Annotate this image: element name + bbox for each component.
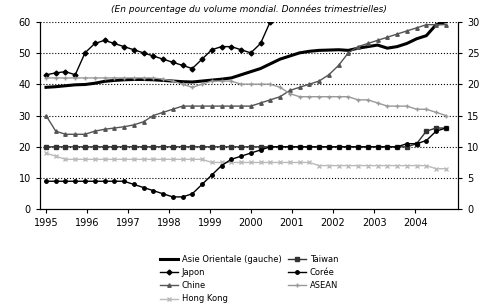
Text: (En pourcentage du volume mondial. Données trimestrielles): (En pourcentage du volume mondial. Donné… [111, 5, 387, 14]
Legend: Asie Orientale (gauche), Japon, Chine, Hong Kong, Taiwan, Corée, ASEAN, : Asie Orientale (gauche), Japon, Chine, H… [160, 255, 338, 303]
